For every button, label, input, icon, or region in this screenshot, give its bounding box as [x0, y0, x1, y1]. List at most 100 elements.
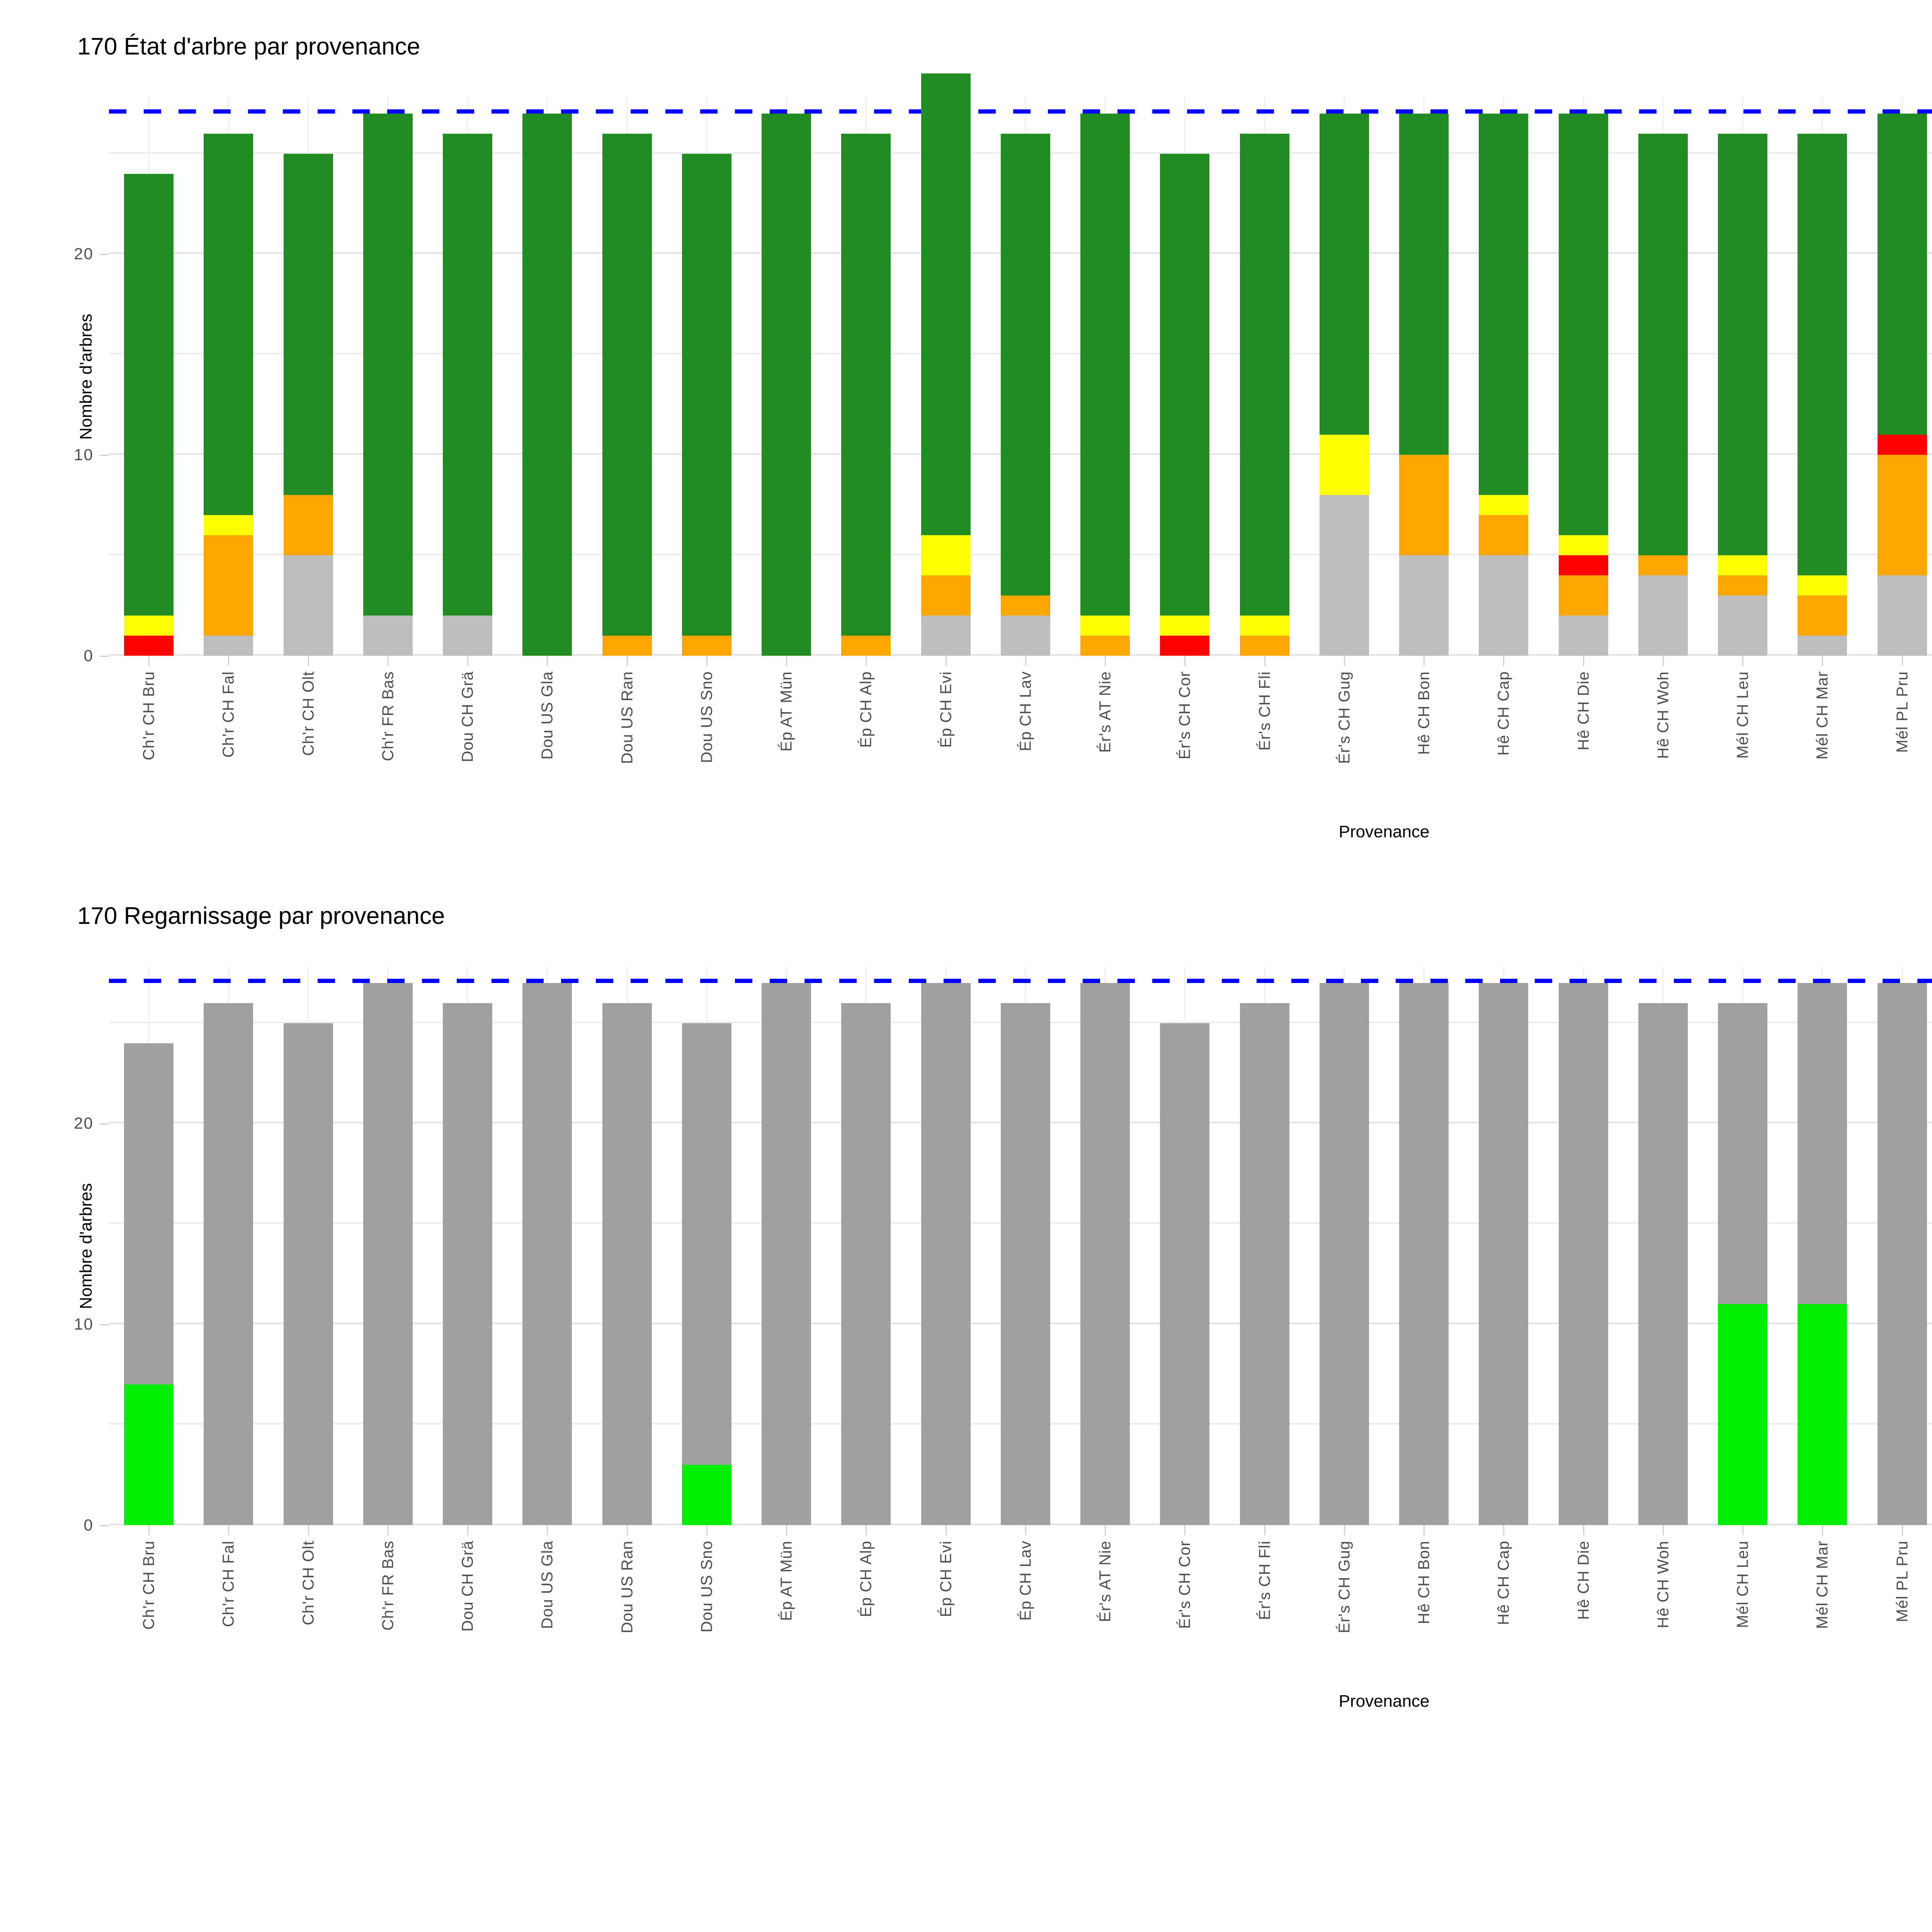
bar-h-ch-woh[interactable] [1638, 1003, 1688, 1525]
bar-segment-disparu[interactable] [1319, 495, 1369, 656]
bar-segment-regarnissage[interactable] [1798, 1304, 1847, 1525]
bar-segment-plantation-initial[interactable] [762, 983, 811, 1525]
bar-segment-vivant-vitalit-normale[interactable] [602, 133, 652, 636]
bar-segment-plantation-initial[interactable] [124, 1043, 174, 1385]
bar-segment-disparu[interactable] [1000, 616, 1050, 656]
bar-segment-disparu[interactable] [363, 616, 413, 656]
bar-segment-vivant-vitalit-normale[interactable] [682, 153, 731, 636]
bar-ch-r-fr-bas[interactable] [363, 983, 413, 1525]
bar-segment-regarnissage[interactable] [682, 1465, 731, 1525]
bar-dou-us-gla[interactable] [522, 113, 572, 656]
bar-segment-plantation-initial[interactable] [1877, 983, 1927, 1525]
bar-segment-coup-[interactable] [1160, 636, 1210, 656]
bar-segment-vivant-vitalit-normale[interactable] [841, 133, 891, 636]
bar-segment-plantation-initial[interactable] [921, 983, 971, 1525]
bar-ch-r-ch-olt[interactable] [283, 1023, 333, 1525]
bar-segment-plantation-initial[interactable] [1000, 1003, 1050, 1525]
bar-segment-vivant-vitalit-normale[interactable] [1558, 113, 1608, 536]
bar-segment-vivant-vitalit-normale[interactable] [1000, 133, 1050, 596]
bar-segment-regarnissage[interactable] [124, 1384, 174, 1525]
bar-segment-disparu[interactable] [204, 636, 253, 656]
bar-segment-plantation-initial[interactable] [1080, 983, 1130, 1525]
bar--p-ch-lav[interactable] [1000, 133, 1050, 656]
bar--r-s-at-nie[interactable] [1080, 983, 1130, 1525]
bar-segment-vivant-mais-faible[interactable] [1718, 555, 1768, 576]
bar-ch-r-ch-bru[interactable] [124, 1043, 174, 1525]
bar-segment-mort[interactable] [921, 575, 971, 616]
bar-segment-vivant-mais-faible[interactable] [1319, 435, 1369, 495]
bar--r-s-ch-gug[interactable] [1319, 113, 1369, 656]
bar-segment-plantation-initial[interactable] [1399, 983, 1449, 1525]
bar-dou-ch-gr-[interactable] [443, 133, 493, 656]
bar-segment-vivant-vitalit-normale[interactable] [1798, 133, 1847, 576]
bar-dou-us-gla[interactable] [522, 983, 572, 1525]
bar-segment-vivant-mais-faible[interactable] [921, 535, 971, 576]
bar-segment-plantation-initial[interactable] [1319, 983, 1369, 1525]
bar-segment-mort[interactable] [1638, 555, 1688, 576]
bar-segment-mort[interactable] [1558, 575, 1608, 616]
bar-segment-vivant-vitalit-normale[interactable] [204, 133, 253, 515]
bar-dou-us-sno[interactable] [682, 1023, 731, 1525]
bar-segment-vivant-vitalit-normale[interactable] [921, 73, 971, 536]
bar-segment-plantation-initial[interactable] [363, 983, 413, 1525]
bar-segment-vivant-vitalit-normale[interactable] [762, 113, 811, 656]
bar-segment-plantation-initial[interactable] [283, 1023, 333, 1525]
bar-ch-r-ch-olt[interactable] [283, 153, 333, 656]
bar-segment-mort[interactable] [1080, 636, 1130, 656]
bar-segment-vivant-vitalit-normale[interactable] [1399, 113, 1449, 455]
bar-segment-plantation-initial[interactable] [204, 1003, 253, 1525]
bar-segment-disparu[interactable] [1877, 575, 1927, 656]
bar-segment-plantation-initial[interactable] [1160, 1023, 1210, 1525]
bar-ch-r-ch-fal[interactable] [204, 133, 253, 656]
bar-segment-vivant-vitalit-normale[interactable] [1319, 113, 1369, 435]
bar-ch-r-ch-fal[interactable] [204, 1003, 253, 1525]
bar-segment-disparu[interactable] [1718, 595, 1768, 656]
bar-m-l-ch-mar[interactable] [1798, 133, 1847, 656]
bar-segment-plantation-initial[interactable] [1718, 1003, 1768, 1304]
bar-segment-mort[interactable] [1000, 595, 1050, 616]
bar-segment-plantation-initial[interactable] [1479, 983, 1529, 1525]
bar--r-s-at-nie[interactable] [1080, 113, 1130, 656]
bar-segment-disparu[interactable] [1479, 555, 1529, 656]
bar-segment-disparu[interactable] [283, 555, 333, 656]
bar-segment-vivant-vitalit-normale[interactable] [443, 133, 493, 616]
bar-segment-disparu[interactable] [1558, 616, 1608, 656]
bar--r-s-ch-cor[interactable] [1160, 153, 1210, 656]
bar-segment-disparu[interactable] [443, 616, 493, 656]
bar-segment-mort[interactable] [602, 636, 652, 656]
bar-segment-disparu[interactable] [1399, 555, 1449, 656]
bar-segment-mort[interactable] [1479, 515, 1529, 556]
bar--r-s-ch-gug[interactable] [1319, 983, 1369, 1525]
bar-segment-coup-[interactable] [1877, 435, 1927, 455]
bar-m-l-pl-pru[interactable] [1877, 983, 1927, 1525]
bar-segment-mort[interactable] [1798, 595, 1847, 636]
bar-h-ch-woh[interactable] [1638, 133, 1688, 656]
bar-segment-vivant-mais-faible[interactable] [1240, 616, 1289, 636]
bar-segment-disparu[interactable] [921, 616, 971, 656]
bar-dou-ch-gr-[interactable] [443, 1003, 493, 1525]
bar--r-s-ch-fli[interactable] [1240, 133, 1289, 656]
bar-segment-vivant-vitalit-normale[interactable] [124, 173, 174, 616]
bar-ch-r-fr-bas[interactable] [363, 113, 413, 656]
bar-segment-vivant-vitalit-normale[interactable] [363, 113, 413, 616]
bar-m-l-ch-mar[interactable] [1798, 983, 1847, 1525]
bar-segment-plantation-initial[interactable] [522, 983, 572, 1525]
bar-segment-vivant-vitalit-normale[interactable] [1160, 153, 1210, 616]
bar-segment-disparu[interactable] [1638, 575, 1688, 656]
bar-segment-coup-[interactable] [124, 636, 174, 656]
bar-dou-us-ran[interactable] [602, 1003, 652, 1525]
bar-segment-vivant-vitalit-normale[interactable] [1479, 113, 1529, 495]
bar-segment-plantation-initial[interactable] [682, 1023, 731, 1465]
bar-segment-vivant-vitalit-normale[interactable] [1080, 113, 1130, 616]
bar-h-ch-bon[interactable] [1399, 113, 1449, 656]
bar-segment-mort[interactable] [841, 636, 891, 656]
bar-segment-vivant-vitalit-normale[interactable] [1877, 113, 1927, 435]
bar-segment-plantation-initial[interactable] [1558, 983, 1608, 1525]
bar-h-ch-bon[interactable] [1399, 983, 1449, 1525]
bar-segment-mort[interactable] [1877, 455, 1927, 576]
bar-segment-mort[interactable] [1718, 575, 1768, 596]
bar-segment-plantation-initial[interactable] [841, 1003, 891, 1525]
bar-segment-vivant-vitalit-normale[interactable] [1638, 133, 1688, 556]
bar-segment-vivant-mais-faible[interactable] [1479, 495, 1529, 515]
bar--p-ch-evi[interactable] [921, 983, 971, 1525]
